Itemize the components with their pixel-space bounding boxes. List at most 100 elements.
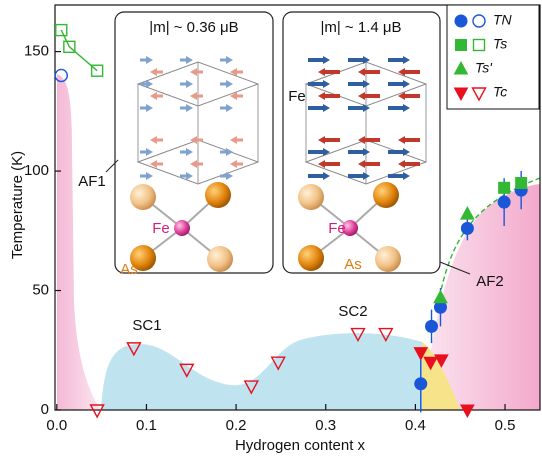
plot-frame <box>54 4 541 411</box>
data-point <box>350 327 366 343</box>
data-point <box>423 356 438 371</box>
data-point <box>90 64 104 77</box>
spin-arrow-head <box>230 92 237 100</box>
data-point <box>414 377 428 391</box>
crystal-drawings <box>130 56 428 272</box>
sc-region <box>101 333 422 410</box>
spin-arrow-head <box>226 172 233 180</box>
spin-arrow-head <box>150 136 157 144</box>
x-tick-label: 0.0 <box>46 417 67 434</box>
spin-arrow-head <box>230 136 237 144</box>
data-point <box>378 327 394 343</box>
spin-arrow-head <box>398 136 405 144</box>
x-tick-label: 0.2 <box>226 417 247 434</box>
data-point <box>243 380 260 395</box>
data-point <box>497 195 511 209</box>
data-point <box>460 206 475 220</box>
as-atom <box>207 246 233 272</box>
data-point <box>498 181 511 194</box>
spin-arrow-head <box>230 68 237 76</box>
legend-marker <box>453 60 469 75</box>
legend-label: TN <box>493 12 513 28</box>
spin-arrow-head <box>186 104 193 112</box>
atom-label: As <box>120 261 138 278</box>
spin-arrow-head <box>186 172 193 180</box>
spin-arrow-head <box>318 136 325 144</box>
spin-arrow-head <box>363 172 370 180</box>
x-tick-label: 0.1 <box>136 417 157 434</box>
region-label: SC2 <box>338 303 367 320</box>
spin-arrow-head <box>318 160 325 168</box>
data-point <box>433 289 448 304</box>
spin-arrow-head <box>226 56 233 64</box>
af1-region <box>57 74 101 410</box>
spin-arrow-head <box>363 56 370 64</box>
spin-arrow-head <box>190 160 197 168</box>
inset-frame <box>114 11 274 274</box>
y-tick-label: 150 <box>24 43 49 60</box>
spin-arrow-head <box>150 160 157 168</box>
spin-arrow-head <box>358 92 365 100</box>
atom-label: Fe <box>328 220 346 237</box>
spin-arrow-head <box>190 92 197 100</box>
af2-region <box>424 184 540 410</box>
inset-title: |m| ~ 1.4 μB <box>320 19 401 36</box>
spin-arrow-head <box>403 80 410 88</box>
spin-arrow-head <box>226 80 233 88</box>
data-point <box>89 404 105 419</box>
x-tick-label: 0.3 <box>315 417 336 434</box>
spin-arrow-head <box>146 56 153 64</box>
spin-arrow-head <box>403 56 410 64</box>
spin-arrow-head <box>323 148 330 156</box>
atom-label: As <box>344 256 362 273</box>
spin-arrow-head <box>323 56 330 64</box>
spin-arrow-head <box>226 148 233 156</box>
spin-arrow-head <box>403 104 410 112</box>
as-atom <box>130 184 156 210</box>
spin-arrow-head <box>226 104 233 112</box>
spin-arrow-head <box>146 148 153 156</box>
spin-arrow-head <box>146 172 153 180</box>
spin-arrow-head <box>186 148 193 156</box>
spin-arrow-head <box>358 136 365 144</box>
atom-label: Fe <box>288 88 306 105</box>
legend-marker <box>454 14 468 28</box>
spin-arrow-head <box>150 68 157 76</box>
inset-texts: |m| ~ 0.36 μB |m| ~ 1.4 μB Fe As Fe Fe A… <box>120 19 401 278</box>
spin-arrow-head <box>186 80 193 88</box>
legend-marker <box>471 87 487 102</box>
inset-title: |m| ~ 0.36 μB <box>149 19 238 36</box>
x-tick-label: 0.4 <box>405 417 426 434</box>
as-atom <box>130 245 156 271</box>
data-point <box>126 342 142 357</box>
spin-arrow-head <box>190 136 197 144</box>
data-point <box>434 354 449 368</box>
fe-atom <box>174 220 190 236</box>
spin-arrow-head <box>363 104 370 112</box>
data-point <box>179 363 195 378</box>
fe-atom <box>342 220 358 236</box>
spin-arrow-head <box>323 104 330 112</box>
data-point <box>413 347 429 361</box>
spin-arrow-head <box>150 92 157 100</box>
pointer-line <box>105 159 119 173</box>
spin-arrow-head <box>323 172 330 180</box>
y-axis-label: Temperature (K) <box>9 151 26 259</box>
spin-arrow-head <box>398 92 405 100</box>
spin-arrow-head <box>323 80 330 88</box>
data-point <box>460 221 474 235</box>
legend-marker <box>472 38 486 52</box>
spin-arrow-head <box>358 160 365 168</box>
data-point <box>460 404 475 419</box>
legend-marker <box>453 87 469 102</box>
legend-label: Ts' <box>475 60 493 76</box>
spin-arrow-head <box>146 80 153 88</box>
data-point <box>63 40 76 54</box>
data-point <box>425 319 439 333</box>
data-point <box>55 23 68 37</box>
inset-boxes <box>105 11 471 275</box>
atom-label: Fe <box>152 220 170 237</box>
spin-arrow-head <box>398 68 405 76</box>
legend-label: Tc <box>493 84 507 100</box>
